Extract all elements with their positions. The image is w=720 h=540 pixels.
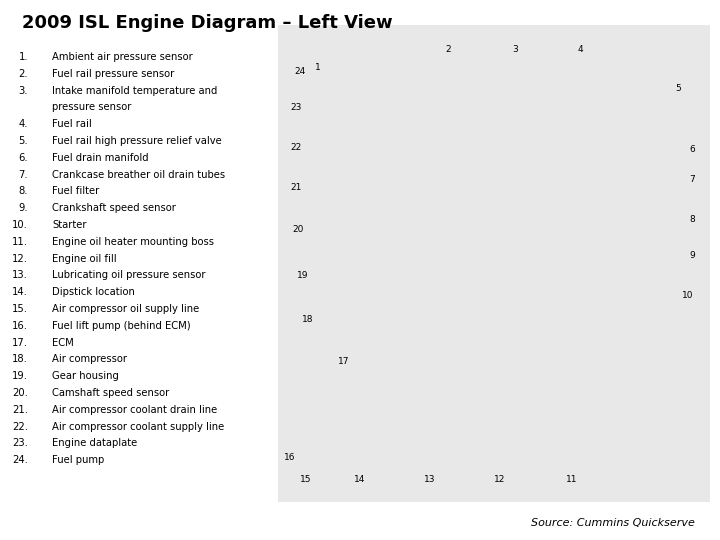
- Text: 17.: 17.: [12, 338, 28, 348]
- Text: Ambient air pressure sensor: Ambient air pressure sensor: [52, 52, 193, 62]
- Text: 12.: 12.: [12, 254, 28, 264]
- Text: 7.: 7.: [19, 170, 28, 180]
- Text: Air compressor oil supply line: Air compressor oil supply line: [52, 304, 199, 314]
- Text: 16: 16: [284, 454, 296, 462]
- Text: 20: 20: [292, 226, 304, 234]
- Text: 5.: 5.: [19, 136, 28, 146]
- Text: 15.: 15.: [12, 304, 28, 314]
- Text: 9: 9: [689, 251, 695, 260]
- Text: Air compressor coolant drain line: Air compressor coolant drain line: [52, 405, 217, 415]
- Text: Gear housing: Gear housing: [52, 371, 119, 381]
- Text: 24.: 24.: [12, 455, 28, 465]
- Text: 16.: 16.: [12, 321, 28, 331]
- Text: 22: 22: [290, 144, 302, 152]
- Text: 6.: 6.: [19, 153, 28, 163]
- Text: 9.: 9.: [19, 203, 28, 213]
- Text: 12: 12: [495, 476, 505, 484]
- Text: 6: 6: [689, 145, 695, 154]
- Text: Crankshaft speed sensor: Crankshaft speed sensor: [52, 203, 176, 213]
- Text: Fuel rail pressure sensor: Fuel rail pressure sensor: [52, 69, 174, 79]
- Text: 18: 18: [302, 315, 314, 325]
- Text: 4.: 4.: [19, 119, 28, 129]
- Text: 10: 10: [683, 291, 694, 300]
- Text: Starter: Starter: [52, 220, 86, 230]
- Text: 23.: 23.: [12, 438, 28, 448]
- Text: Fuel pump: Fuel pump: [52, 455, 104, 465]
- Text: Fuel lift pump (behind ECM): Fuel lift pump (behind ECM): [52, 321, 191, 331]
- Text: 10.: 10.: [12, 220, 28, 230]
- Text: Lubricating oil pressure sensor: Lubricating oil pressure sensor: [52, 271, 205, 280]
- Text: Engine oil heater mounting boss: Engine oil heater mounting boss: [52, 237, 214, 247]
- Text: 1.: 1.: [19, 52, 28, 62]
- Text: Air compressor: Air compressor: [52, 354, 127, 364]
- Text: Fuel drain manifold: Fuel drain manifold: [52, 153, 148, 163]
- Text: 13.: 13.: [12, 271, 28, 280]
- Text: 14.: 14.: [12, 287, 28, 297]
- Text: 20.: 20.: [12, 388, 28, 398]
- Text: 1: 1: [315, 64, 321, 72]
- Text: 7: 7: [689, 176, 695, 185]
- Text: 19: 19: [297, 271, 309, 280]
- Text: 2.: 2.: [19, 69, 28, 79]
- Text: 13: 13: [424, 476, 436, 484]
- Text: Fuel rail high pressure relief valve: Fuel rail high pressure relief valve: [52, 136, 222, 146]
- Text: Dipstick location: Dipstick location: [52, 287, 135, 297]
- Text: Camshaft speed sensor: Camshaft speed sensor: [52, 388, 169, 398]
- Text: 2: 2: [445, 45, 451, 55]
- Text: ECM: ECM: [52, 338, 73, 348]
- Text: 14: 14: [354, 476, 366, 484]
- Text: Fuel rail: Fuel rail: [52, 119, 91, 129]
- Text: Fuel filter: Fuel filter: [52, 186, 99, 197]
- Text: 22.: 22.: [12, 422, 28, 431]
- Text: 24: 24: [294, 68, 305, 77]
- Text: Intake manifold temperature and: Intake manifold temperature and: [52, 86, 217, 96]
- Text: 23: 23: [290, 104, 302, 112]
- Text: pressure sensor: pressure sensor: [52, 103, 131, 112]
- Text: 11.: 11.: [12, 237, 28, 247]
- Text: 5: 5: [675, 84, 681, 92]
- Bar: [278, 25, 710, 502]
- Text: 19.: 19.: [12, 371, 28, 381]
- Text: 21: 21: [290, 184, 302, 192]
- Text: 21.: 21.: [12, 405, 28, 415]
- Text: 8: 8: [689, 215, 695, 225]
- Text: Source: Cummins Quickserve: Source: Cummins Quickserve: [531, 518, 695, 528]
- Text: Crankcase breather oil drain tubes: Crankcase breather oil drain tubes: [52, 170, 225, 180]
- Text: 17: 17: [338, 357, 350, 367]
- Text: 3: 3: [512, 45, 518, 55]
- Text: 8.: 8.: [19, 186, 28, 197]
- Text: 18.: 18.: [12, 354, 28, 364]
- Text: 15: 15: [300, 476, 312, 484]
- Text: Engine dataplate: Engine dataplate: [52, 438, 138, 448]
- Text: Air compressor coolant supply line: Air compressor coolant supply line: [52, 422, 224, 431]
- Text: 3.: 3.: [19, 86, 28, 96]
- Text: 2009 ISL Engine Diagram – Left View: 2009 ISL Engine Diagram – Left View: [22, 14, 392, 32]
- Text: 11: 11: [566, 476, 577, 484]
- Text: 4: 4: [577, 45, 582, 55]
- Text: Engine oil fill: Engine oil fill: [52, 254, 117, 264]
